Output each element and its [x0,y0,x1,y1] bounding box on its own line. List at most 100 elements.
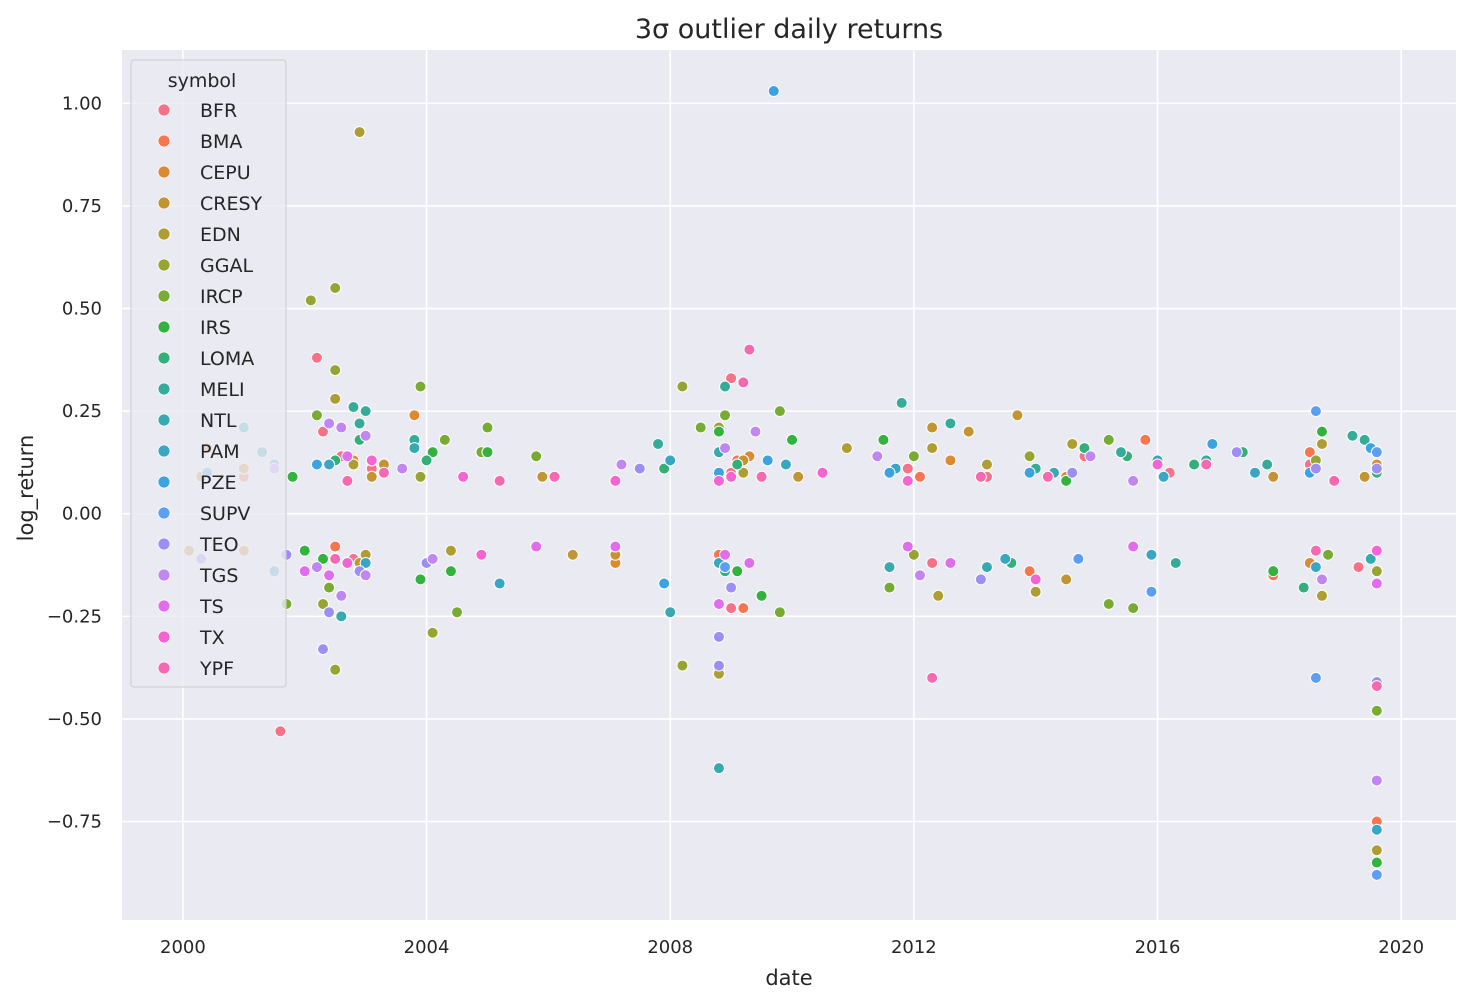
point-ircp [1102,433,1115,446]
point-ircp [719,409,732,422]
point-irs [731,565,744,578]
point-teo [1230,446,1243,459]
point-teo [1066,466,1079,479]
point-supv [719,561,732,574]
point-tgs [1127,474,1140,487]
point-ggal [329,282,342,295]
point-ircp [1370,704,1383,717]
point-edn [347,458,360,471]
point-ircp [530,450,543,463]
point-teo [633,462,646,475]
point-supv [1072,552,1085,565]
point-ypf [1309,544,1322,557]
chart-title: 3σ outlier daily returns [635,14,943,45]
point-tgs [426,552,439,565]
point-meli [359,405,372,418]
point-pam [664,454,677,467]
point-bma [1139,433,1152,446]
point-irs [444,565,457,578]
point-tgs [396,462,409,475]
point-ypf [926,671,939,684]
point-bfr [725,602,738,615]
point-irs [1370,856,1383,869]
point-meli [1261,458,1274,471]
legend-marker-teo [157,537,171,551]
y-tick-label: 0.50 [62,299,102,320]
point-irs [1315,425,1328,438]
point-ircp [694,421,707,434]
point-tx [609,474,622,487]
point-ircp [773,405,786,418]
point-bma [1023,565,1036,578]
point-ircp [481,421,494,434]
point-meli [1114,446,1127,459]
point-supv [1370,446,1383,459]
point-ggal [414,470,427,483]
legend-marker-ggal [157,258,171,272]
point-ts [743,556,756,569]
y-tick-label: −0.25 [47,606,102,627]
point-loma [1078,442,1091,455]
point-cresy [1011,409,1024,422]
point-bfr [317,425,330,438]
point-pam [1309,561,1322,574]
point-ypf [1328,474,1341,487]
point-ircp [323,581,336,594]
point-pze [883,466,896,479]
point-pze [310,458,323,471]
point-supv [1309,671,1322,684]
legend-label-irs: IRS [200,317,231,339]
point-ggal [676,380,689,393]
point-irs [877,433,890,446]
point-irs [298,544,311,557]
x-tick-labels: 2000 2004 2008 2012 2016 2020 [160,937,1424,958]
point-tx [1151,458,1164,471]
point-irs [1267,565,1280,578]
point-ggal [329,663,342,676]
point-ntl [980,561,993,574]
point-loma [1188,458,1201,471]
point-loma [658,462,671,475]
point-edn [329,392,342,405]
point-meli [1358,433,1371,446]
legend-label-edn: EDN [200,224,241,246]
point-tgs [335,421,348,434]
point-loma [1297,581,1310,594]
point-irs [317,552,330,565]
legend-marker-edn [157,227,171,241]
point-cresy [1267,470,1280,483]
legend-label-supv: SUPV [200,503,250,525]
point-meli [353,417,366,430]
point-ggal [907,548,920,561]
point-supv [1370,868,1383,881]
legend-label-teo: TEO [199,534,239,556]
point-ntl [883,561,896,574]
legend-box [130,59,287,688]
point-tgs [1084,450,1097,463]
legend-marker-ircp [157,289,171,303]
point-pze [1206,437,1219,450]
point-tgs [1370,774,1383,787]
point-pze [761,454,774,467]
x-tick-label: 2016 [1135,937,1181,958]
point-tgs [719,442,732,455]
point-bfr [725,372,738,385]
point-pam [493,577,506,590]
y-tick-label: 0.25 [62,401,102,422]
point-cresy [1060,573,1073,586]
point-pam [779,458,792,471]
point-pam [999,552,1012,565]
point-tgs [335,589,348,602]
point-ircp [451,606,464,619]
legend-label-ts: TS [199,596,224,618]
y-tick-label: 1.00 [62,93,102,114]
point-irs [414,573,427,586]
point-meli [652,437,665,450]
point-meli [1169,556,1182,569]
legend-marker-bfr [157,103,171,117]
point-ypf [329,552,342,565]
point-edn [1029,585,1042,598]
point-irs [1060,474,1073,487]
point-supv [1309,405,1322,418]
